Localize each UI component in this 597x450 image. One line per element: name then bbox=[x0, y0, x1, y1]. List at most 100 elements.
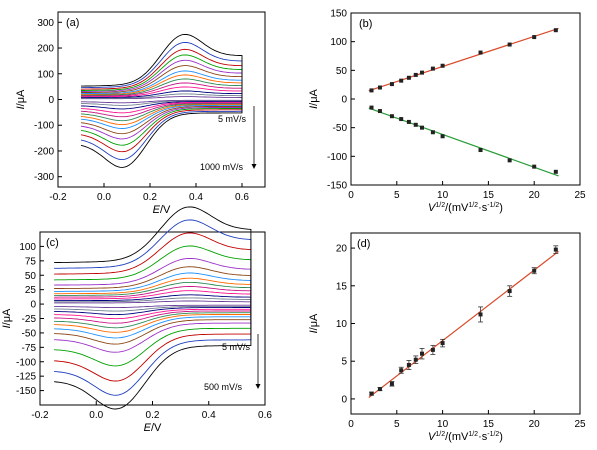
x-tick-label: 5 bbox=[394, 190, 400, 201]
data-point bbox=[406, 119, 411, 124]
data-point bbox=[430, 66, 435, 71]
y-tick-label: 300 bbox=[37, 18, 54, 29]
y-tick-label: 200 bbox=[37, 44, 54, 55]
data-point bbox=[399, 78, 404, 83]
cv-curve bbox=[80, 33, 243, 168]
data-point bbox=[389, 381, 394, 386]
fit-line bbox=[368, 250, 559, 398]
y-tick-label: 20 bbox=[336, 244, 348, 255]
y-axis-label: I/μA bbox=[1, 308, 13, 328]
data-point bbox=[389, 82, 394, 87]
y-tick-label: 100 bbox=[19, 242, 36, 253]
panel-b: 0 5 10 15 20 25 -150 -100 -50 0 50 100 150 V1/2/(mV1/… bbox=[308, 9, 586, 215]
y-tick-label: 50 bbox=[336, 66, 348, 77]
data-point bbox=[440, 63, 445, 68]
data-point bbox=[413, 72, 418, 77]
cv-curve bbox=[54, 206, 252, 410]
scan-rate-end-label: 500 mV/s bbox=[204, 382, 243, 392]
y-tick-label: -50 bbox=[333, 123, 348, 134]
y-tick-label: -100 bbox=[327, 152, 347, 163]
x-tick-label: 15 bbox=[483, 190, 495, 201]
y-tick-label: 75 bbox=[25, 256, 37, 267]
y-tick-label: 0 bbox=[30, 300, 36, 311]
fit-line bbox=[368, 107, 559, 177]
cv-curve bbox=[54, 294, 252, 316]
data-point bbox=[430, 347, 435, 352]
x-tick-label: 0.6 bbox=[235, 192, 249, 203]
panel-c: -0.2 0.0 0.2 0.4 0.6 -150 -125 -100 -75 -50 -25 0 25… bbox=[1, 206, 272, 434]
data-point bbox=[369, 105, 374, 110]
data-point bbox=[419, 351, 424, 356]
data-point bbox=[507, 158, 512, 163]
x-tick-label: 0.0 bbox=[97, 192, 111, 203]
y-tick-label: -125 bbox=[16, 372, 36, 383]
data-point bbox=[406, 362, 411, 367]
y-tick-label: -25 bbox=[22, 314, 37, 325]
fit-line bbox=[368, 27, 559, 92]
data-point bbox=[532, 164, 537, 169]
scan-rate-end-label: 1000 mV/s bbox=[200, 162, 244, 172]
data-point bbox=[430, 130, 435, 135]
y-tick-label: -150 bbox=[16, 386, 36, 397]
data-point bbox=[413, 357, 418, 362]
cv-curve bbox=[80, 59, 243, 140]
data-point bbox=[532, 35, 537, 40]
data-point bbox=[419, 70, 424, 75]
arrow-head bbox=[251, 164, 257, 169]
data-point bbox=[413, 122, 418, 127]
x-tick-label: -0.2 bbox=[31, 410, 49, 421]
data-point bbox=[553, 28, 558, 33]
x-tick-label: 0 bbox=[348, 419, 354, 430]
data-point bbox=[478, 312, 483, 317]
panel-label: (c) bbox=[46, 237, 59, 249]
y-tick-label: 25 bbox=[25, 285, 37, 296]
y-tick-label: -200 bbox=[34, 146, 54, 157]
y-tick-label: 0 bbox=[48, 95, 54, 106]
x-axis-label: V1/2/(mV1/2·s-1/2) bbox=[428, 431, 503, 443]
panel-label: (d) bbox=[357, 238, 370, 250]
x-tick-label: -0.2 bbox=[49, 192, 67, 203]
y-tick-label: 100 bbox=[37, 69, 54, 80]
panel-a: -0.2 0.0 0.2 0.4 0.6 -300 -200 -100 0 100 200 300 E/… bbox=[15, 11, 266, 216]
x-tick-label: 20 bbox=[529, 419, 541, 430]
x-axis-label: E/V bbox=[153, 204, 171, 216]
data-point bbox=[399, 117, 404, 122]
panel-d: 0 5 10 15 20 25 0 5 10 15 20 V1/2/(mV1/2·s-1/2) I/μA… bbox=[308, 232, 586, 443]
y-tick-label: -100 bbox=[34, 121, 54, 132]
x-tick-label: 25 bbox=[574, 419, 586, 430]
y-tick-label: 0 bbox=[341, 394, 347, 405]
x-tick-label: 20 bbox=[529, 190, 541, 201]
panel-label: (a) bbox=[66, 17, 79, 29]
x-tick-label: 0 bbox=[348, 190, 354, 201]
y-tick-label: -75 bbox=[22, 343, 37, 354]
x-axis-label: V1/2/(mV1/2·s-1/2) bbox=[428, 202, 503, 214]
y-tick-label: -150 bbox=[327, 181, 347, 192]
y-tick-label: 10 bbox=[336, 319, 348, 330]
data-point bbox=[440, 134, 445, 139]
data-point bbox=[419, 125, 424, 130]
data-point bbox=[377, 387, 382, 392]
x-tick-label: 5 bbox=[394, 419, 400, 430]
y-axis-label: I/μA bbox=[308, 313, 320, 333]
data-point bbox=[389, 114, 394, 119]
y-tick-label: 0 bbox=[341, 95, 347, 106]
x-tick-label: 0.2 bbox=[146, 410, 160, 421]
data-point bbox=[532, 268, 537, 273]
x-tick-label: 0.4 bbox=[202, 410, 216, 421]
data-point bbox=[399, 368, 404, 373]
plot-frame bbox=[350, 12, 581, 186]
data-point bbox=[369, 391, 374, 396]
x-tick-label: 0.0 bbox=[89, 410, 103, 421]
data-point bbox=[440, 341, 445, 346]
data-point bbox=[478, 50, 483, 55]
y-tick-label: -50 bbox=[22, 328, 37, 339]
y-tick-label: -100 bbox=[16, 357, 36, 368]
data-point bbox=[553, 169, 558, 174]
plot-frame bbox=[57, 11, 266, 188]
data-point bbox=[377, 85, 382, 90]
y-tick-label: 50 bbox=[25, 271, 37, 282]
x-tick-label: 0.4 bbox=[189, 192, 203, 203]
data-point bbox=[369, 88, 374, 93]
y-tick-label: 150 bbox=[330, 9, 347, 20]
